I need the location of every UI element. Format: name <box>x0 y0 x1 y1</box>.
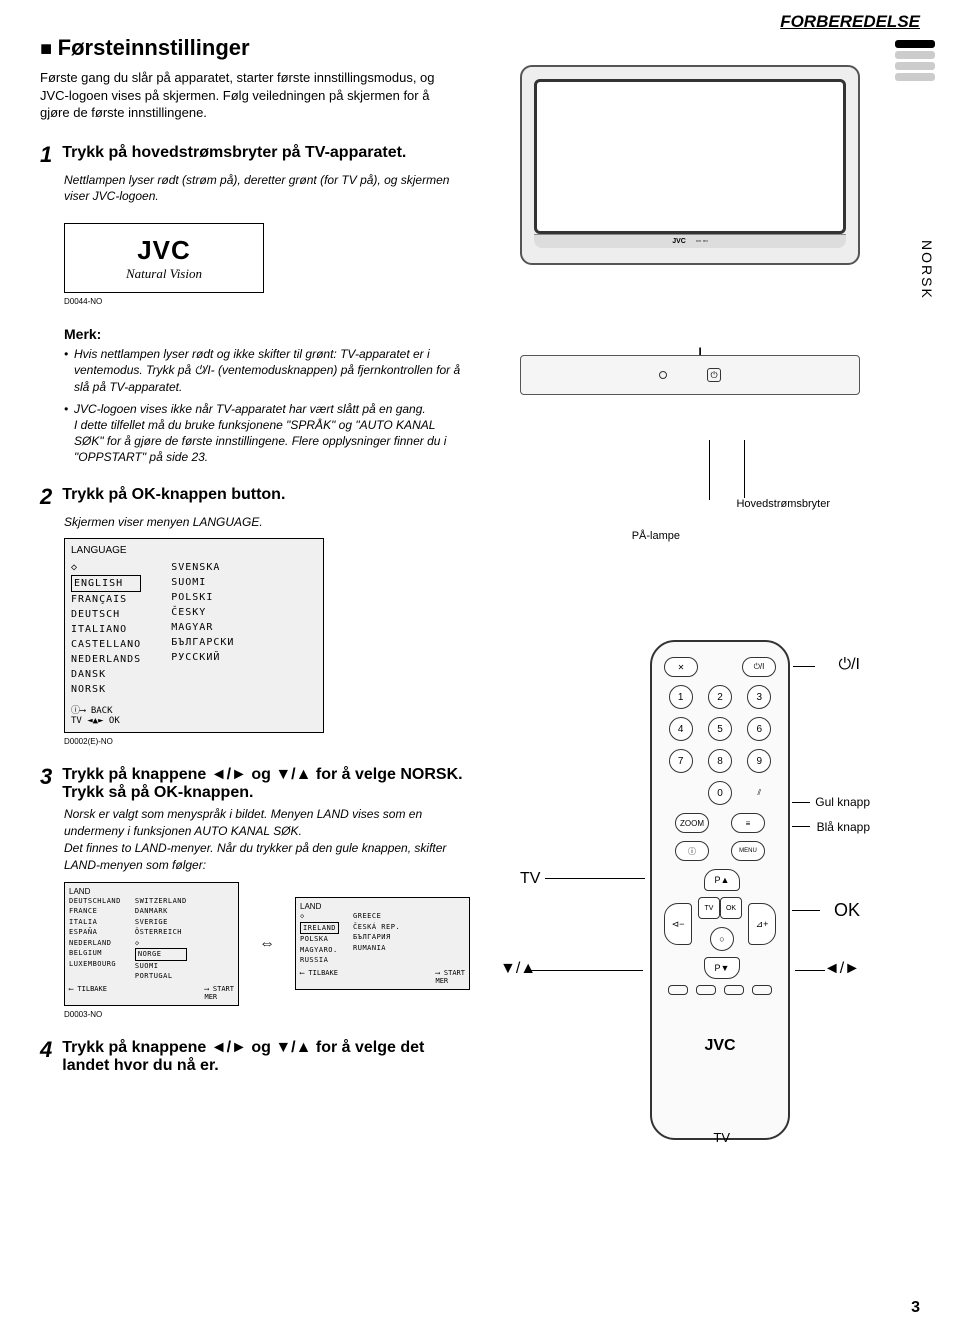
callout-tv: TV <box>520 870 540 888</box>
jvc-logo-screen: JVC Natural Vision <box>64 223 264 293</box>
num-button: 5 <box>708 717 732 741</box>
note-block: Merk: Hvis nettlampen lyser rødt og ikke… <box>64 326 464 465</box>
step-body: Nettlampen lyser rødt (strøm på), derett… <box>64 172 470 206</box>
tv-illustration: JVC▫▫ ▫▫ ↓ ⏻ <box>520 65 860 395</box>
step-title: Trykk på knappene ◄/► og ▼/▲ for å velge… <box>62 764 462 802</box>
mute-button: ✕ <box>664 657 698 677</box>
menu-button: MENU <box>731 841 765 861</box>
page-indicator <box>895 40 935 81</box>
menu-title: LANGUAGE <box>71 545 317 556</box>
step-body: Norsk er valgt som menyspråk i bildet. M… <box>64 806 470 873</box>
page-number: 3 <box>911 1299 920 1317</box>
callout-tv2: TV <box>713 1130 730 1145</box>
step-3: 3 Trykk på knappene ◄/► og ▼/▲ for å vel… <box>40 764 470 1018</box>
jvc-brand: JVC <box>137 235 191 266</box>
step-title: Trykk på OK-knappen button. <box>62 484 285 510</box>
callout-hoved: Hovedstrømsbryter <box>736 498 830 510</box>
num-button: 2 <box>708 685 732 709</box>
num-button: 6 <box>747 717 771 741</box>
lang-column-2: SVENSKA SUOMI POLSKI ČESKY MAGYAR БЪЛГАР… <box>171 560 234 697</box>
num-button: 9 <box>747 749 771 773</box>
callout-line <box>709 440 710 500</box>
num-button: 4 <box>669 717 693 741</box>
power-button: ⏻/I <box>742 657 776 677</box>
callout-ok: OK <box>834 900 860 921</box>
step-2: 2 Trykk på OK-knappen button. Skjermen v… <box>40 484 470 747</box>
lang-column-1: ◇ENGLISH FRANÇAIS DEUTSCH ITALIANO CASTE… <box>71 560 141 697</box>
reference-code: D0002(E)-NO <box>64 737 470 746</box>
language-tab: NORSK <box>919 240 935 300</box>
step-number: 3 <box>40 764 52 802</box>
page-title: Førsteinnstillinger <box>40 35 470 61</box>
zoom-button: ZOOM <box>675 813 709 833</box>
note-bullet: Hvis nettlampen lyser rødt og ikke skift… <box>64 346 464 395</box>
dpad: P▲ P▼ ⊲− ⊿+ TV OK ○ <box>664 869 776 979</box>
led-indicator <box>659 371 667 379</box>
power-button-icon: ⏻ <box>707 368 721 382</box>
menu-footer: ⓘ⟶ BACK TV ◄▲► OK <box>71 703 317 726</box>
step-4: 4 Trykk på knappene ◄/► og ▼/▲ for å vel… <box>40 1037 470 1075</box>
callout-pa-lampe: PÅ-lampe <box>632 530 680 542</box>
reference-code: D0044-NO <box>64 297 470 306</box>
swap-arrow-icon: ⇔ <box>259 935 275 953</box>
callout-line <box>744 440 745 498</box>
step-body: Skjermen viser menyen LANGUAGE. <box>64 514 470 531</box>
note-title: Merk: <box>64 326 464 342</box>
callout-gul: Gul knapp <box>815 795 870 809</box>
callout-left: ◄/► <box>824 960 860 978</box>
step-number: 1 <box>40 142 52 168</box>
info-button: ⓘ <box>675 841 709 861</box>
step-number: 2 <box>40 484 52 510</box>
callout-power: ⏻/I <box>838 656 860 674</box>
section-header: FORBEREDELSE <box>780 12 920 32</box>
num-button: 7 <box>669 749 693 773</box>
callout-down: ▼/▲ <box>500 960 536 978</box>
jvc-tagline: Natural Vision <box>126 266 202 282</box>
text-button: ≡ <box>731 813 765 833</box>
color-buttons <box>664 985 776 995</box>
num-button: 8 <box>708 749 732 773</box>
num-button: 1 <box>669 685 693 709</box>
callout-bla: Blå knapp <box>817 820 870 834</box>
num-button: 3 <box>747 685 771 709</box>
remote-brand: JVC <box>664 1037 776 1055</box>
step-number: 4 <box>40 1037 52 1075</box>
land-menu-1: LAND DEUTSCHLANDFRANCE ITALIAESPAÑA NEDE… <box>64 882 239 1006</box>
reference-code: D0003-NO <box>64 1010 470 1019</box>
step-title: Trykk på knappene ◄/► og ▼/▲ for å velge… <box>62 1037 470 1075</box>
remote-illustration: ✕ ⏻/I 1 2 3 4 5 6 7 8 9 0 ⫽ ZOOM ≡ ⓘ MEN… <box>650 640 790 1140</box>
note-bullet: JVC-logoen vises ikke når TV-apparatet h… <box>64 401 464 466</box>
num-button: 0 <box>708 781 732 805</box>
language-menu: LANGUAGE ◇ENGLISH FRANÇAIS DEUTSCH ITALI… <box>64 538 324 733</box>
step-title: Trykk på hovedstrømsbryter på TV-apparat… <box>62 142 406 168</box>
step-1: 1 Trykk på hovedstrømsbryter på TV-appar… <box>40 142 470 307</box>
land-menu-2: LAND ◇IRELAND POLSKA MAGYARO.RUSSIA GREE… <box>295 897 470 990</box>
intro-text: Første gang du slår på apparatet, starte… <box>40 69 460 122</box>
